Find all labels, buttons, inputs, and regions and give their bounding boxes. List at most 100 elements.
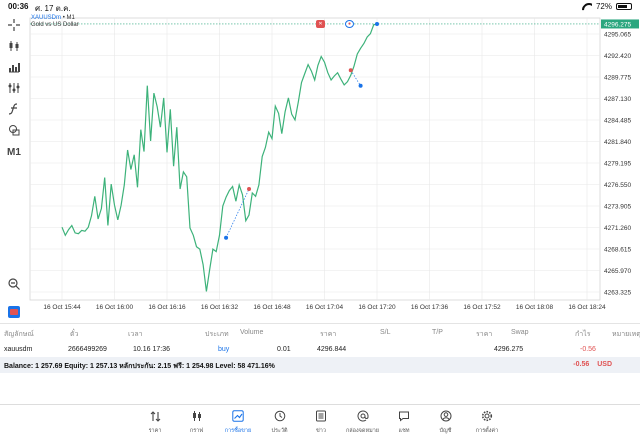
x-tick-label: 16 Oct 17:04	[306, 304, 344, 311]
price-chart[interactable]: 4295.065 4292.420 4289.775 4287.130 4284.485…	[28, 14, 640, 314]
header-cell: S/L	[380, 329, 391, 336]
nav-item-2[interactable]: การซื้อขาย	[218, 409, 258, 435]
header-cell: Volume	[240, 329, 264, 336]
cell-type: buy	[218, 346, 230, 353]
header-cell: สัญลักษณ์	[4, 331, 34, 338]
balance-row: Balance: 1 257.69 Equity: 1 257.13 หลักป…	[0, 357, 640, 373]
chart-separator: •	[62, 15, 65, 21]
sell-button[interactable]: ✕	[316, 20, 325, 28]
nav-item-5[interactable]: กล่องจดหมาย	[343, 409, 383, 435]
y-tick-label: 4279.195	[604, 161, 631, 168]
left-toolbar: M1	[0, 14, 28, 334]
y-tick-label: 4292.420	[604, 53, 631, 60]
header-cell: กำไร	[575, 331, 591, 338]
trade-markers	[224, 21, 379, 240]
header-cell: ประเภท	[205, 331, 229, 338]
zoom-icon[interactable]	[5, 276, 23, 292]
total-profit-currency: USD	[597, 361, 612, 368]
chart-type-icon[interactable]	[5, 38, 23, 54]
cell-profit: -0.56	[580, 346, 596, 353]
one-click-trading-icon[interactable]	[5, 304, 23, 320]
chart-description: Gold vs US Dollar	[31, 22, 79, 28]
y-tick-label: 4268.615	[604, 247, 631, 254]
nav-item-7[interactable]: บัญชี	[426, 409, 466, 435]
nav-item-4[interactable]: ข่าว	[301, 409, 341, 435]
nav-item-1[interactable]: กราฟ	[177, 409, 217, 435]
cell-open-price: 4296.844	[317, 346, 347, 353]
status-bar: 00:36 ศ. 17 ต.ค. 72%	[0, 0, 640, 14]
y-tick-label: 4287.130	[604, 96, 631, 103]
header-cell: Swap	[511, 329, 529, 336]
sell-exit-marker	[247, 186, 252, 191]
chart-timeframe: M1	[66, 15, 75, 21]
plot-frame	[29, 17, 601, 301]
battery-icon	[616, 3, 632, 10]
battery-fill	[618, 5, 627, 8]
y-tick-label: 4284.485	[604, 118, 631, 125]
y-tick-label: 4281.840	[604, 139, 631, 146]
header-cell: ราคา	[320, 331, 337, 338]
x-tick-label: 16 Oct 18:08	[516, 304, 554, 311]
x-tick-label: 16 Oct 18:24	[568, 304, 606, 311]
arrows-updown-icon	[135, 409, 175, 423]
crosshair-icon[interactable]	[5, 17, 23, 33]
bottom-navigation: ราคา กราฟ การซื้อขาย ประวัติ ข่าว กล่องจดหมาย…	[0, 404, 640, 447]
status-right: 72%	[582, 2, 632, 11]
cell-symbol: xauusdm	[4, 346, 33, 353]
y-tick-label: 4295.065	[604, 32, 631, 39]
buy-entry-marker	[358, 83, 363, 88]
price-line	[61, 23, 378, 292]
one-click-icon[interactable]: ●	[345, 20, 354, 28]
mail-at-icon	[343, 409, 383, 423]
nav-item-label: การตั้งค่า	[475, 428, 499, 434]
last-price-dot	[375, 21, 379, 26]
nav-item-label: การซื้อขาย	[224, 428, 252, 434]
trade-chart-icon	[218, 409, 258, 423]
y-tick-label: 4289.775	[604, 75, 631, 82]
nav-item-label: ประวัติ	[271, 428, 288, 434]
indicators-icon[interactable]	[5, 59, 23, 75]
x-tick-label: 16 Oct 16:32	[201, 304, 239, 311]
x-tick-label: 16 Oct 16:00	[96, 304, 134, 311]
cell-ticket: 2666499269	[68, 346, 107, 353]
x-tick-label: 16 Oct 16:48	[253, 304, 291, 311]
chart-axes: 4295.065 4292.420 4289.775 4287.130 4284.485…	[43, 19, 639, 311]
status-time: 00:36	[8, 2, 29, 11]
nav-item-3[interactable]: ประวัติ	[260, 409, 300, 435]
settings-gear-icon	[467, 409, 507, 423]
cell-time: 10.16 17:36	[133, 346, 170, 353]
account-icon	[426, 409, 466, 423]
positions-table: สัญลักษณ์ ตั๋ว เวลา ประเภท Volume ราคา S/L T/P ร…	[0, 323, 640, 359]
table-row[interactable]: xauusdm 2666499269 10.16 17:36 buy 0.01 4296.…	[0, 341, 640, 359]
header-cell: ตั๋ว	[70, 331, 79, 338]
nav-item-6[interactable]: แชท	[384, 409, 424, 435]
nav-item-8[interactable]: การตั้งค่า	[467, 409, 507, 435]
nav-item-0[interactable]: ราคา	[135, 409, 175, 435]
y-tick-label: 4263.325	[604, 290, 631, 297]
y-tick-label: 4265.970	[604, 268, 631, 275]
chart-series-line	[61, 23, 378, 292]
chart-header: XAUUSDm • M1 Gold vs US Dollar	[31, 15, 79, 29]
objects-icon[interactable]	[5, 80, 23, 96]
nav-item-label: ข่าว	[316, 428, 326, 434]
current-price-tag	[601, 19, 639, 29]
trade-link-line	[225, 188, 250, 238]
cell-current-price: 4296.275	[494, 346, 524, 353]
chart-trade-buttons: ✕ ●	[316, 20, 354, 28]
wifi-icon	[582, 3, 592, 11]
nav-item-label: บัญชี	[439, 428, 452, 434]
nav-item-label: ราคา	[148, 428, 162, 434]
function-icon[interactable]	[5, 101, 23, 117]
timeframe-button[interactable]: M1	[7, 146, 21, 158]
nav-item-label: กราฟ	[189, 428, 204, 434]
header-cell: T/P	[432, 329, 443, 336]
header-cell: หมายเหตุ	[612, 331, 640, 338]
x-tick-label: 16 Oct 17:36	[411, 304, 449, 311]
header-cell: ราคา	[476, 331, 493, 338]
chart-grid	[29, 17, 601, 301]
battery-percent: 72%	[595, 2, 612, 11]
shapes-icon[interactable]	[5, 122, 23, 138]
current-price-label: 4296.275	[604, 21, 631, 28]
nav-item-label: กล่องจดหมาย	[345, 428, 380, 434]
candles-icon	[177, 409, 217, 423]
